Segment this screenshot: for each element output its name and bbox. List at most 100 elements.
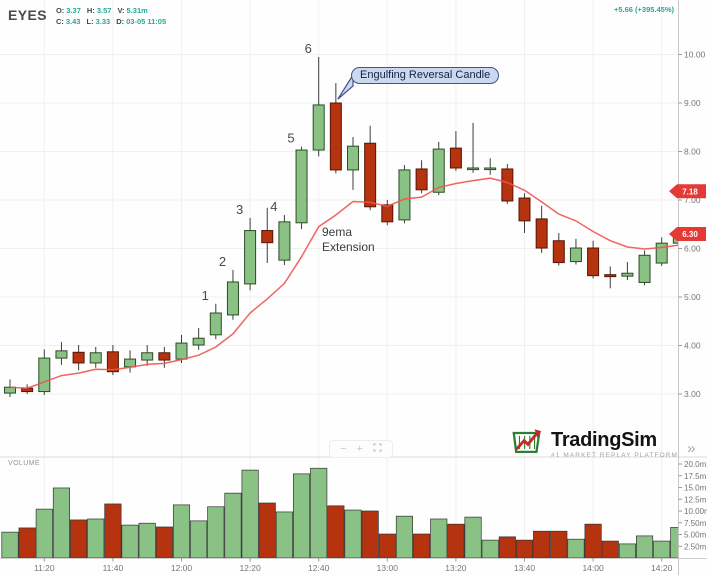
ohlc-item-label: C: [55, 17, 64, 26]
volume-bar[interactable] [344, 509, 362, 559]
volume-bar[interactable] [635, 535, 654, 559]
time-axis-label: 12:40 [308, 563, 330, 573]
candle[interactable] [278, 215, 291, 265]
volume-bar[interactable] [361, 510, 379, 559]
volume-bar[interactable] [52, 487, 70, 559]
fullscreen-icon[interactable] [373, 443, 382, 455]
candle[interactable] [587, 240, 600, 279]
volume-bar[interactable] [258, 502, 276, 559]
ohlc-item: L: 3.33 [86, 17, 110, 26]
candle[interactable] [518, 193, 531, 233]
candle[interactable] [655, 237, 668, 266]
volume-bar[interactable] [413, 533, 431, 559]
candle[interactable] [347, 136, 359, 190]
volume-bar[interactable] [70, 519, 88, 559]
candle[interactable] [209, 303, 222, 340]
volume-bar[interactable] [172, 504, 191, 559]
candle-body [295, 149, 308, 224]
volume-bar[interactable] [464, 516, 482, 559]
chevron-right-icon[interactable]: » [687, 439, 696, 457]
candle[interactable] [295, 146, 308, 230]
volume-bar[interactable] [653, 540, 671, 559]
volume-bar[interactable] [190, 520, 208, 559]
volume-bar[interactable] [275, 511, 293, 559]
symbol-header: EYES O: 3.37 H: 3.57 V: 5.31m C: 3.43 L: 3.33 D: 0… [8, 5, 166, 26]
volume-bar[interactable] [35, 508, 53, 559]
candle[interactable] [621, 262, 634, 281]
candle[interactable] [432, 141, 445, 196]
candle-body [467, 167, 480, 171]
zoom-out-button[interactable]: − [340, 442, 347, 455]
candle[interactable] [364, 125, 377, 211]
candle[interactable] [552, 232, 565, 266]
volume-bar[interactable] [618, 543, 636, 559]
volume-bar[interactable] [567, 538, 585, 559]
volume-axis-label: 2.50m [684, 542, 707, 551]
candle[interactable] [449, 131, 462, 171]
candle-body [621, 272, 634, 277]
candle[interactable] [106, 345, 119, 376]
candle[interactable] [226, 269, 239, 320]
candle[interactable] [604, 266, 617, 289]
volume-bar[interactable] [104, 503, 122, 559]
volume-axis-label: 7.50m [684, 519, 707, 528]
candle[interactable] [192, 328, 205, 350]
ohlc-item-value: 3.57 [96, 6, 112, 15]
candle[interactable] [381, 200, 394, 226]
candle[interactable] [158, 346, 171, 368]
volume-bar[interactable] [378, 533, 396, 559]
volume-bar[interactable] [601, 540, 619, 559]
candle[interactable] [261, 207, 274, 264]
volume-bar[interactable] [293, 473, 311, 559]
candle[interactable] [329, 83, 342, 174]
volume-bar[interactable] [241, 469, 259, 559]
candle[interactable] [21, 384, 34, 394]
volume-bar[interactable] [550, 530, 568, 559]
volume-bar[interactable] [155, 526, 173, 559]
candle[interactable] [569, 238, 582, 265]
zoom-in-button[interactable]: + [356, 442, 363, 455]
candle-body [55, 350, 68, 359]
plot-area [1, 56, 679, 559]
volume-bar[interactable] [224, 492, 242, 559]
candle[interactable] [312, 56, 325, 157]
volume-bar[interactable] [430, 518, 448, 559]
volume-bar[interactable] [498, 536, 516, 559]
candle[interactable] [484, 158, 497, 175]
volume-bar[interactable] [395, 515, 413, 559]
volume-bar[interactable] [327, 505, 345, 559]
candle[interactable] [535, 205, 548, 253]
volume-axis-label: 17.5m [684, 472, 707, 481]
volume-bar[interactable] [1, 531, 19, 559]
candle-body [124, 358, 137, 368]
candle[interactable] [55, 342, 68, 365]
ohlc-item: V: 5.31m [117, 6, 147, 15]
tradingsim-basket-icon [510, 426, 544, 462]
candle[interactable] [415, 160, 428, 194]
volume-bar[interactable] [121, 524, 139, 559]
volume-bar[interactable] [138, 522, 156, 559]
volume-bar[interactable] [481, 539, 499, 559]
volume-bar[interactable] [207, 506, 225, 559]
volume-bar[interactable] [18, 527, 36, 559]
volume-bar[interactable] [515, 539, 534, 559]
volume-bar[interactable] [87, 518, 105, 559]
tradingsim-wordmark: TradingSim #1 MARKET REPLAY PLATFORM [551, 430, 678, 459]
candle[interactable] [124, 350, 137, 373]
candle[interactable] [244, 217, 257, 291]
candle[interactable] [638, 250, 651, 286]
candle-body [106, 351, 119, 373]
candle[interactable] [38, 349, 51, 395]
volume-bar[interactable] [447, 523, 465, 559]
volume-bar[interactable] [584, 523, 602, 559]
volume-bar[interactable] [533, 530, 551, 559]
candle[interactable] [72, 345, 85, 371]
candle[interactable] [467, 122, 480, 173]
volume-bar[interactable] [310, 467, 328, 559]
candle[interactable] [141, 345, 154, 366]
candle[interactable] [89, 346, 102, 368]
time-axis-label: 12:00 [171, 563, 193, 573]
candle[interactable] [398, 165, 411, 224]
